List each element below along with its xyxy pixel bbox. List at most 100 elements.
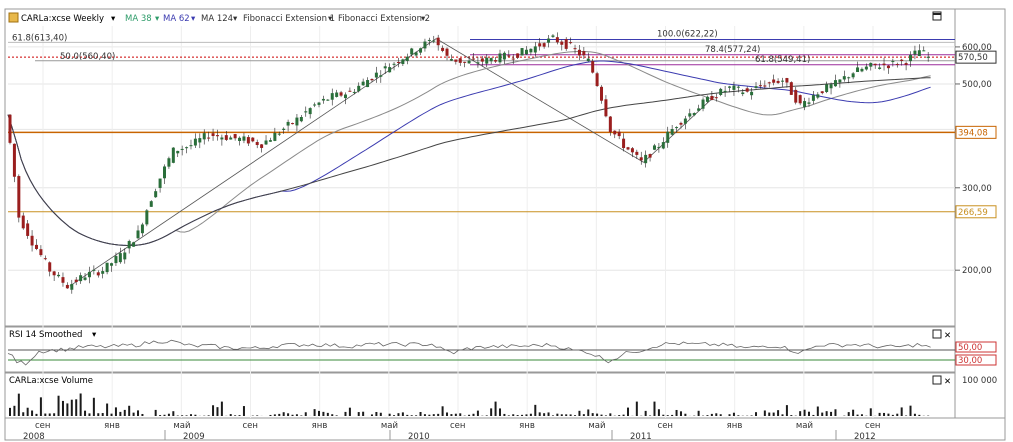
volume-bar bbox=[582, 414, 585, 416]
candle-body bbox=[432, 40, 436, 42]
maximize-icon[interactable] bbox=[932, 11, 942, 21]
candle-body bbox=[789, 82, 793, 95]
symbol-label[interactable]: CARLa:xcse Weekly bbox=[21, 14, 104, 24]
candle-body bbox=[8, 114, 12, 143]
fib1-label[interactable]: Fibonacci Extension 1 bbox=[243, 14, 335, 24]
volume-bar bbox=[574, 415, 577, 416]
ma38-dropdown-icon[interactable]: ▾ bbox=[155, 14, 160, 24]
volume-bar bbox=[521, 414, 524, 416]
volume-bar bbox=[141, 413, 144, 416]
candle-body bbox=[816, 94, 820, 98]
candle-body bbox=[229, 137, 233, 140]
candle-body bbox=[507, 55, 511, 57]
rsi-close-icon[interactable]: ✕ bbox=[944, 331, 951, 341]
volume-bar bbox=[26, 407, 29, 416]
candle-body bbox=[101, 271, 105, 274]
volume-bar bbox=[737, 415, 740, 416]
volume-bar bbox=[918, 414, 921, 416]
candle-body bbox=[154, 191, 158, 198]
volume-bar bbox=[472, 413, 475, 416]
candle-body bbox=[833, 80, 837, 87]
volume-bar bbox=[441, 406, 444, 416]
ma124-dropdown-icon[interactable]: ▾ bbox=[233, 14, 238, 24]
volume-bar bbox=[891, 414, 894, 416]
candle-body bbox=[847, 77, 851, 79]
candle-body bbox=[652, 145, 656, 150]
rsi-title[interactable]: RSI 14 Smoothed bbox=[9, 330, 82, 340]
volume-bar bbox=[269, 414, 272, 416]
candle-body bbox=[754, 86, 758, 88]
candle-body bbox=[21, 215, 25, 229]
symbol-dropdown-icon[interactable]: ▾ bbox=[111, 14, 116, 24]
volume-bar bbox=[476, 410, 479, 416]
volume-bar bbox=[415, 415, 418, 416]
volume-bar bbox=[490, 408, 493, 416]
x-month-label: янв bbox=[312, 421, 328, 431]
candle-body bbox=[61, 277, 65, 283]
candle-body bbox=[511, 58, 515, 60]
volume-maximize-icon[interactable] bbox=[932, 375, 942, 385]
ma62-dropdown-icon[interactable]: ▾ bbox=[191, 14, 196, 24]
volume-bar bbox=[234, 415, 237, 416]
candle-body bbox=[383, 66, 387, 69]
fib2-dropdown-icon[interactable]: ▾ bbox=[421, 14, 426, 24]
candle-body bbox=[869, 62, 873, 67]
ma124-label[interactable]: MA 124 bbox=[201, 14, 233, 24]
fib1-dropdown-icon[interactable]: ▾ bbox=[328, 14, 333, 24]
volume-bar bbox=[516, 415, 519, 416]
volume-title[interactable]: CARLa:xcse Volume bbox=[9, 376, 93, 386]
volume-bar bbox=[512, 414, 515, 416]
volume-bar bbox=[644, 410, 647, 416]
rsi-dropdown-icon[interactable]: ▾ bbox=[92, 330, 97, 340]
volume-bar bbox=[657, 409, 660, 416]
symbol-icon[interactable] bbox=[8, 12, 19, 23]
volume-bar bbox=[154, 409, 157, 416]
candle-body bbox=[485, 57, 489, 64]
volume-bar bbox=[79, 393, 82, 416]
volume-bar bbox=[816, 406, 819, 416]
fib2-label[interactable]: Fibonacci Extension 2 bbox=[338, 14, 430, 24]
candle-body bbox=[392, 63, 396, 65]
candle-body bbox=[666, 131, 670, 143]
candle-body bbox=[374, 72, 378, 78]
candle-body bbox=[710, 96, 714, 100]
candle-body bbox=[533, 46, 537, 53]
x-month-label: май bbox=[588, 421, 605, 431]
ma38-label[interactable]: MA 38 bbox=[125, 14, 152, 24]
candle-body bbox=[467, 60, 471, 64]
candle-body bbox=[414, 52, 418, 56]
fib-label: 100.0(622,22) bbox=[657, 30, 718, 40]
volume-close-icon[interactable]: ✕ bbox=[944, 377, 951, 387]
candle-body bbox=[622, 138, 626, 149]
candle-body bbox=[220, 137, 224, 140]
ma62-label[interactable]: MA 62 bbox=[163, 14, 190, 24]
volume-bar bbox=[322, 411, 325, 416]
volume-bar bbox=[622, 414, 625, 416]
volume-bar bbox=[728, 414, 731, 416]
candle-body bbox=[736, 86, 740, 88]
x-month-label: май bbox=[796, 421, 813, 431]
candle-body bbox=[260, 144, 264, 148]
candle-body bbox=[639, 157, 643, 161]
volume-bar bbox=[498, 408, 501, 416]
volume-bar bbox=[318, 410, 320, 416]
candle-body bbox=[635, 151, 639, 155]
rsi-maximize-icon[interactable] bbox=[932, 329, 942, 339]
candle-body bbox=[657, 146, 661, 148]
volume-bar bbox=[163, 414, 166, 416]
x-month-label: сен bbox=[450, 421, 465, 431]
candle-body bbox=[661, 142, 665, 149]
volume-bar bbox=[551, 415, 554, 416]
volume-bar bbox=[450, 414, 453, 416]
x-month-label: сен bbox=[865, 421, 880, 431]
volume-bar bbox=[331, 414, 334, 416]
candle-body bbox=[679, 122, 683, 125]
price-tag-label: 394,08 bbox=[958, 128, 988, 138]
volume-bar bbox=[821, 412, 824, 416]
candle-body bbox=[895, 64, 899, 66]
volume-bar bbox=[507, 415, 510, 416]
volume-bar bbox=[300, 415, 303, 416]
candle-body bbox=[922, 50, 926, 52]
volume-bar bbox=[92, 397, 95, 416]
